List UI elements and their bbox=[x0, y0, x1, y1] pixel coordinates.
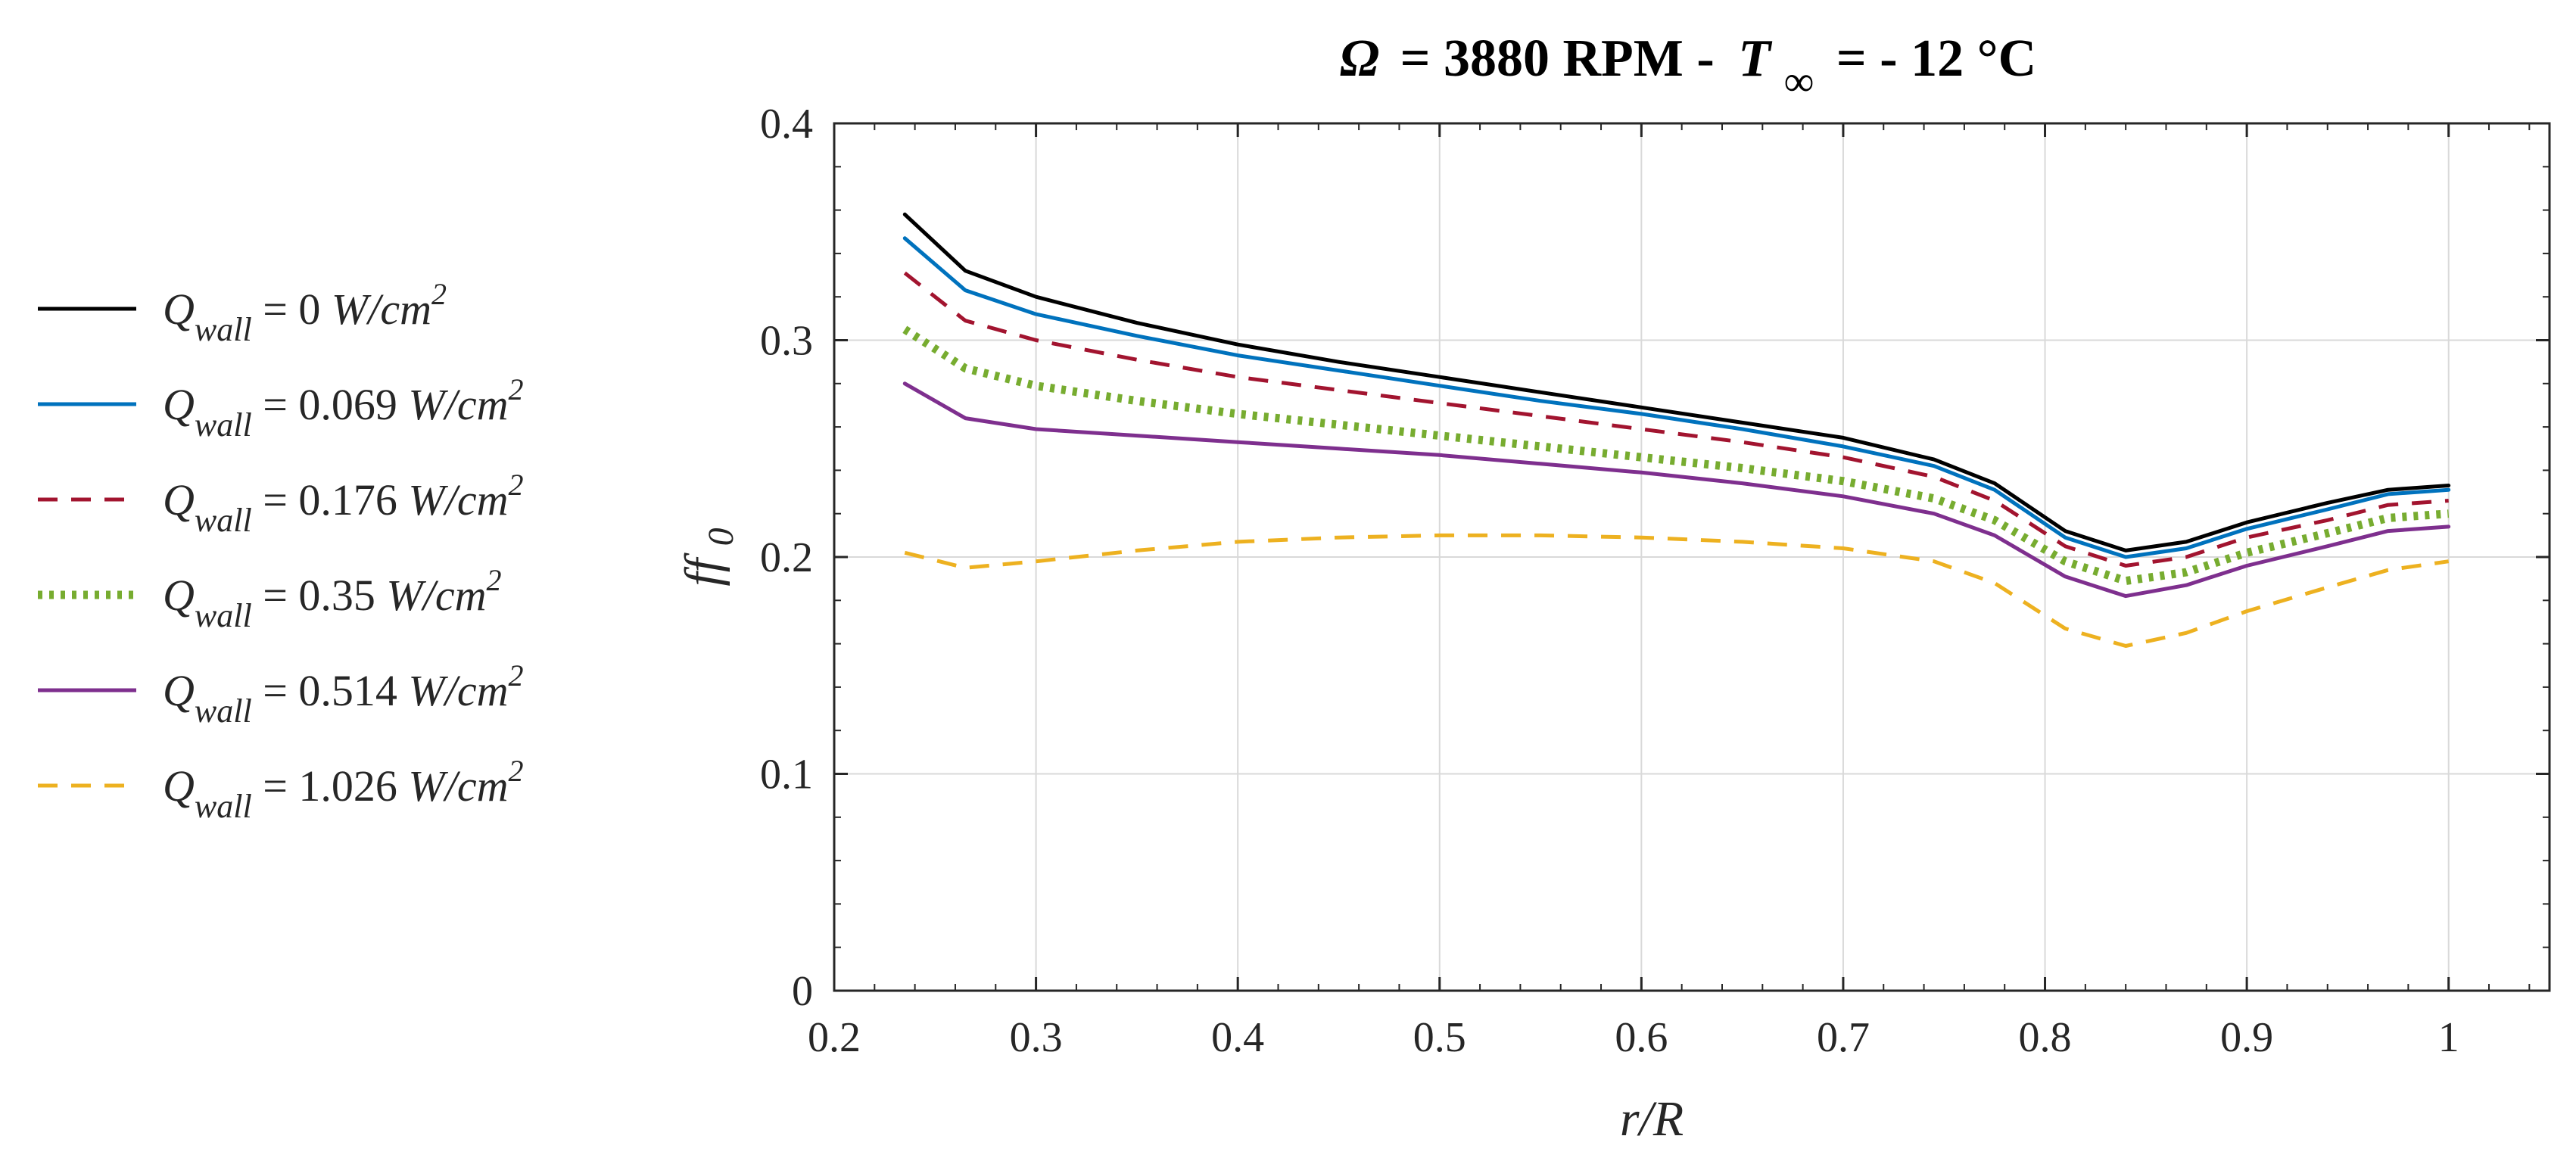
title-temp-subscript: ∞ bbox=[1783, 58, 1814, 105]
legend-label: Qwall = 0.176 W/cm2 bbox=[163, 468, 523, 539]
y-tick-label: 0 bbox=[792, 968, 813, 1015]
y-tick-label: 0.1 bbox=[760, 752, 813, 798]
series-lines bbox=[902, 212, 2451, 648]
x-tick-label: 0.6 bbox=[1615, 1014, 1668, 1061]
x-axis-title: r/R bbox=[1620, 1091, 1684, 1147]
legend-entry-5: Qwall = 0.514 W/cm2 bbox=[38, 658, 523, 730]
legend-label: Qwall = 0.514 W/cm2 bbox=[163, 658, 523, 730]
x-tick-label: 0.5 bbox=[1413, 1014, 1466, 1061]
tick-labels: 0.2 0.3 0.4 0.5 0.6 0.7 0.8 0.9 1 0 0.1 0.2 0.3 0.4 bbox=[760, 101, 2459, 1061]
plot-area: 0.2 0.3 0.4 0.5 0.6 0.7 0.8 0.9 1 0 0.1 0.2 0.3 0.4 bbox=[760, 101, 2551, 1061]
series-line-4 bbox=[902, 325, 2450, 585]
legend-entry-1: Qwall = 0 W/cm2 bbox=[38, 277, 447, 348]
legend-label: Qwall = 1.026 W/cm2 bbox=[163, 754, 523, 825]
y-axis-title-main: ff bbox=[675, 552, 730, 586]
legend-entry-3: Qwall = 0.176 W/cm2 bbox=[38, 468, 523, 539]
legend: Qwall = 0 W/cm2 Qwall = 0.069 W/cm2 Qwall … bbox=[38, 277, 523, 825]
y-tick-label: 0.3 bbox=[760, 318, 813, 365]
title-speed: = 3880 RPM - bbox=[1400, 30, 1715, 88]
legend-label: Qwall = 0.069 W/cm2 bbox=[163, 372, 523, 444]
y-axis-title: ff 0 bbox=[675, 528, 741, 586]
series-line-3 bbox=[903, 271, 2449, 568]
series-line-1 bbox=[902, 212, 2451, 552]
series-line-5 bbox=[902, 381, 2451, 599]
x-tick-label: 0.7 bbox=[1817, 1014, 1870, 1061]
legend-entry-6: Qwall = 1.026 W/cm2 bbox=[38, 754, 523, 825]
chart-title: Ω = 3880 RPM - T ∞ = - 12 °C bbox=[1340, 30, 2036, 107]
plot-frame bbox=[833, 122, 2551, 992]
legend-entry-4: Qwall = 0.35 W/cm2 bbox=[38, 563, 501, 634]
x-tick-label: 1 bbox=[2438, 1014, 2459, 1061]
series-line-2 bbox=[902, 236, 2451, 559]
x-tick-label: 0.4 bbox=[1211, 1014, 1264, 1061]
y-tick-label: 0.4 bbox=[760, 101, 813, 148]
x-tick-label: 0.3 bbox=[1010, 1014, 1063, 1061]
title-temp-value: = - 12 °C bbox=[1836, 30, 2036, 88]
x-tick-label: 0.8 bbox=[2019, 1014, 2072, 1061]
series-line-6 bbox=[904, 533, 2450, 648]
title-omega: Ω bbox=[1340, 30, 1379, 88]
legend-label: Qwall = 0.35 W/cm2 bbox=[163, 563, 501, 634]
y-tick-label: 0.2 bbox=[760, 534, 813, 581]
legend-label: Qwall = 0 W/cm2 bbox=[163, 277, 447, 348]
title-temp-symbol: T bbox=[1738, 30, 1773, 88]
x-tick-label: 0.2 bbox=[808, 1014, 861, 1061]
legend-entry-2: Qwall = 0.069 W/cm2 bbox=[38, 372, 523, 444]
y-axis-title-subscript: 0 bbox=[701, 528, 741, 546]
x-tick-label: 0.9 bbox=[2220, 1014, 2273, 1061]
